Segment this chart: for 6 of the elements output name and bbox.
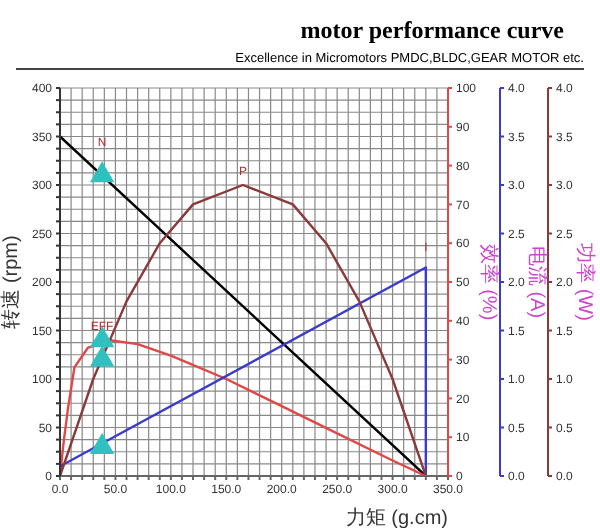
y3-axis-title: 电流 (A) — [524, 245, 549, 319]
y2-axis-title: 效率 (%) — [476, 243, 501, 321]
chart-title: motor performance curve — [300, 16, 564, 46]
text: 功率 (W) — [572, 243, 597, 321]
y-axis-title: 转速 (rpm) — [0, 235, 24, 329]
x-axis-title: 力矩 (g.cm) — [345, 506, 448, 528]
